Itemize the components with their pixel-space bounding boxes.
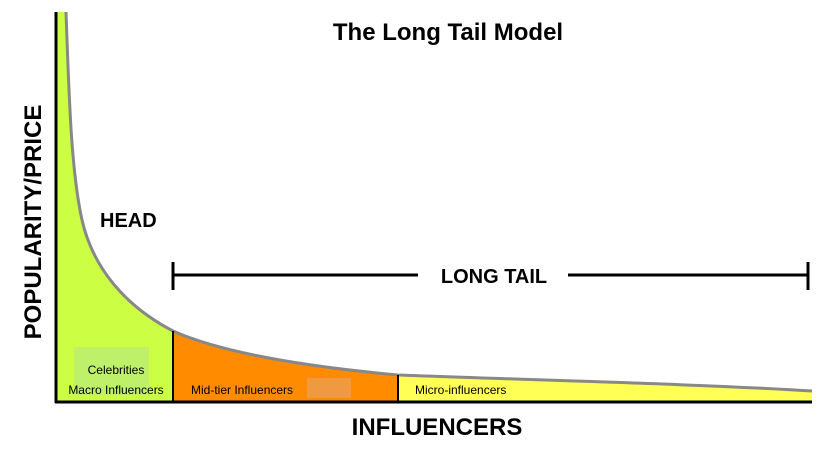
- long-tail-label: LONG TAIL: [441, 266, 547, 288]
- celebrities-label-box: [74, 347, 149, 395]
- head-label: HEAD: [100, 210, 157, 232]
- diagram-title: The Long Tail Model: [333, 19, 563, 46]
- head-region: [56, 12, 173, 402]
- mid-tier-label-box: [307, 378, 351, 398]
- segment-label-micro: Micro-influencers: [415, 383, 506, 397]
- segment-label-mid-tier: Mid-tier Influencers: [191, 383, 293, 397]
- y-axis-label: POPULARITY/PRICE: [20, 105, 47, 340]
- segment-label-celebrities: Celebrities: [88, 363, 145, 377]
- long-tail-curve: [64, 11, 813, 393]
- x-axis-label: INFLUENCERS: [352, 414, 523, 441]
- segment-label-macro-influencers: Macro Influencers: [68, 383, 163, 397]
- micro-region: [398, 375, 812, 402]
